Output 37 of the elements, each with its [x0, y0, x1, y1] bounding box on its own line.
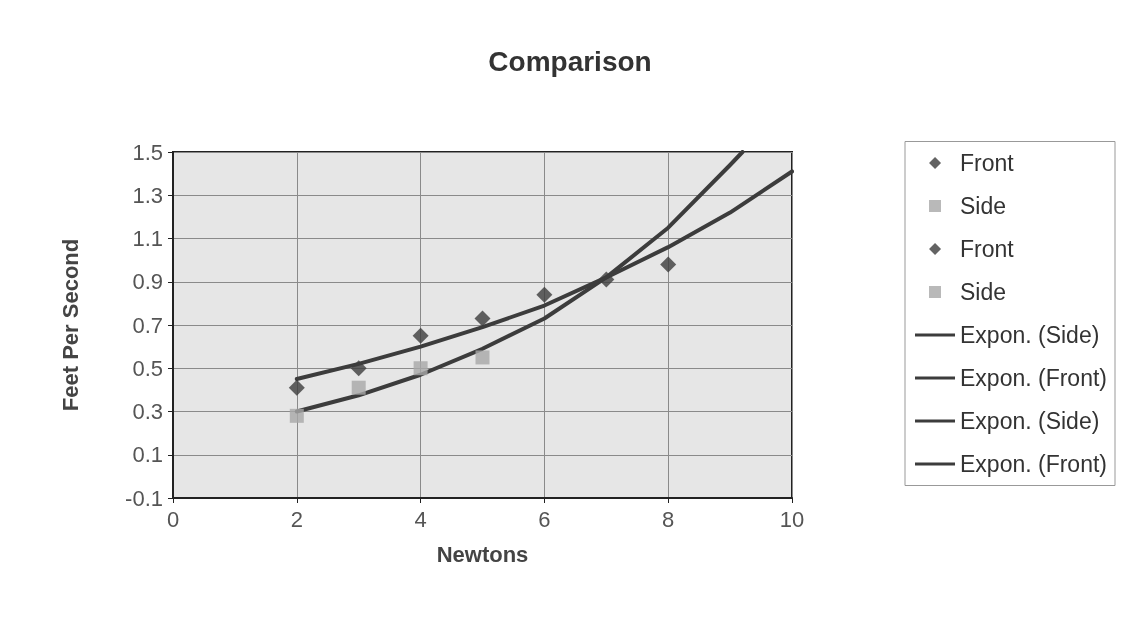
- point: [660, 256, 677, 273]
- point: [288, 379, 305, 396]
- legend-label: Expon. (Front): [960, 451, 1107, 477]
- legend-label: Side: [960, 193, 1007, 219]
- point: [475, 350, 490, 365]
- legend-label: Expon. (Front): [960, 365, 1107, 391]
- y-tick-label: 0.3: [132, 399, 163, 424]
- y-tick-label: 0.9: [132, 269, 163, 295]
- y-tick-label: 1.5: [132, 139, 163, 165]
- legend-label: Expon. (Side): [960, 322, 1100, 348]
- chart-title: Comparison: [488, 45, 652, 77]
- point: [536, 286, 553, 303]
- point: [289, 408, 304, 423]
- x-tick-label: 10: [779, 506, 805, 532]
- point: [413, 361, 428, 376]
- y-axis-title: Feet Per Second: [57, 238, 83, 412]
- point: [350, 360, 367, 377]
- x-tick-label: 0: [166, 506, 180, 532]
- y-tick-label: 0.5: [132, 355, 163, 381]
- legend-label: Expon. (Side): [960, 408, 1100, 434]
- y-tick-label: -0.1: [125, 485, 163, 511]
- y-tick-label: 1.1: [132, 226, 163, 251]
- x-tick-label: 6: [538, 506, 551, 532]
- x-tick-label: 8: [662, 506, 675, 532]
- point: [412, 327, 429, 344]
- point: [598, 271, 615, 288]
- y-tick-label: 0.7: [132, 312, 163, 338]
- point: [351, 380, 366, 395]
- legend-label: Front: [960, 150, 1015, 176]
- legend-label: Side: [960, 279, 1007, 305]
- x-axis-title: Newtons: [436, 541, 529, 567]
- x-tick-label: 4: [414, 506, 427, 532]
- y-tick-label: 1.3: [132, 182, 163, 208]
- y-tick-label: 0.1: [132, 442, 163, 468]
- point: [474, 310, 491, 327]
- x-tick-label: 2: [290, 506, 303, 532]
- legend-label: Front: [960, 236, 1015, 262]
